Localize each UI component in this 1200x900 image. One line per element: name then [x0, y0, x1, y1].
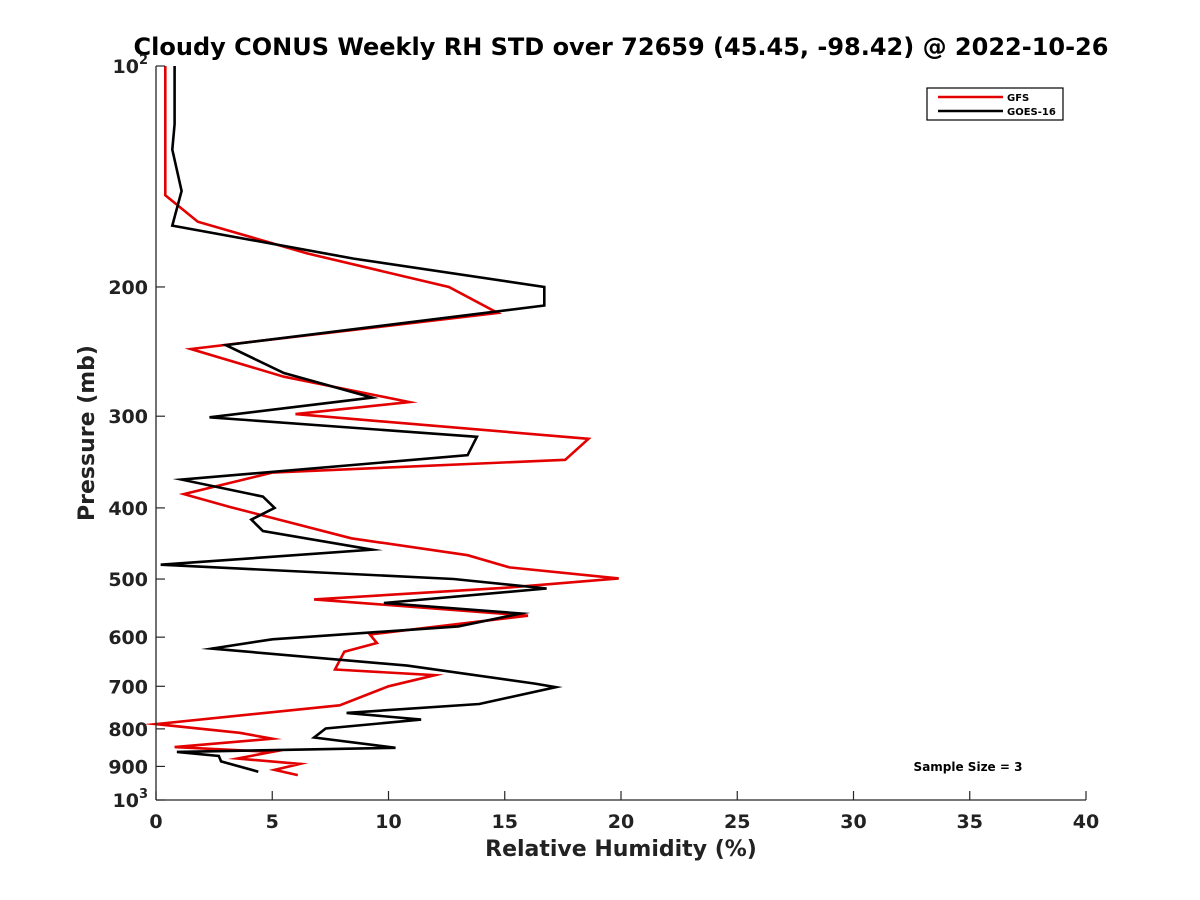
- x-ticks: 0 5 10 15 20 25 30 35 40: [149, 791, 1099, 833]
- x-axis-label: Relative Humidity (%): [485, 837, 757, 862]
- y-tick-label: 800: [108, 719, 148, 741]
- x-tick-label: 0: [149, 811, 162, 833]
- y-tick-label: 700: [108, 676, 148, 698]
- x-tick-label: 30: [840, 811, 866, 833]
- x-tick-label: 5: [266, 811, 279, 833]
- plot-area: [143, 66, 619, 777]
- y-tick-label: 200: [108, 277, 148, 299]
- y-tick-label: 300: [108, 406, 148, 428]
- y-tick-label: 103: [113, 787, 149, 812]
- y-tick-label: 400: [108, 498, 148, 520]
- y-tick-label: 500: [108, 569, 148, 591]
- y-ticks: 102 200 300 400 500 600 700 800 900 103: [108, 53, 165, 812]
- x-tick-label: 35: [957, 811, 983, 833]
- legend-box: [926, 87, 1064, 121]
- series-line-goes16: [160, 66, 563, 773]
- x-tick-label: 20: [608, 811, 634, 833]
- chart-title: Cloudy CONUS Weekly RH STD over 72659 (4…: [134, 33, 1109, 61]
- legend: GFS GOES-16: [926, 87, 1064, 121]
- series-line-gfs: [143, 66, 619, 777]
- x-tick-label: 40: [1073, 811, 1099, 833]
- y-tick-label: 102: [113, 53, 149, 78]
- x-tick-label: 15: [492, 811, 518, 833]
- legend-label-goes16: GOES-16: [1007, 107, 1056, 118]
- y-tick-label: 900: [108, 756, 148, 778]
- y-tick-label: 600: [108, 627, 148, 649]
- sample-size-annotation: Sample Size = 3: [914, 760, 1023, 774]
- y-axis-label: Pressure (mb): [75, 345, 100, 521]
- x-tick-label: 10: [375, 811, 401, 833]
- x-tick-label: 25: [724, 811, 750, 833]
- legend-label-gfs: GFS: [1007, 93, 1029, 104]
